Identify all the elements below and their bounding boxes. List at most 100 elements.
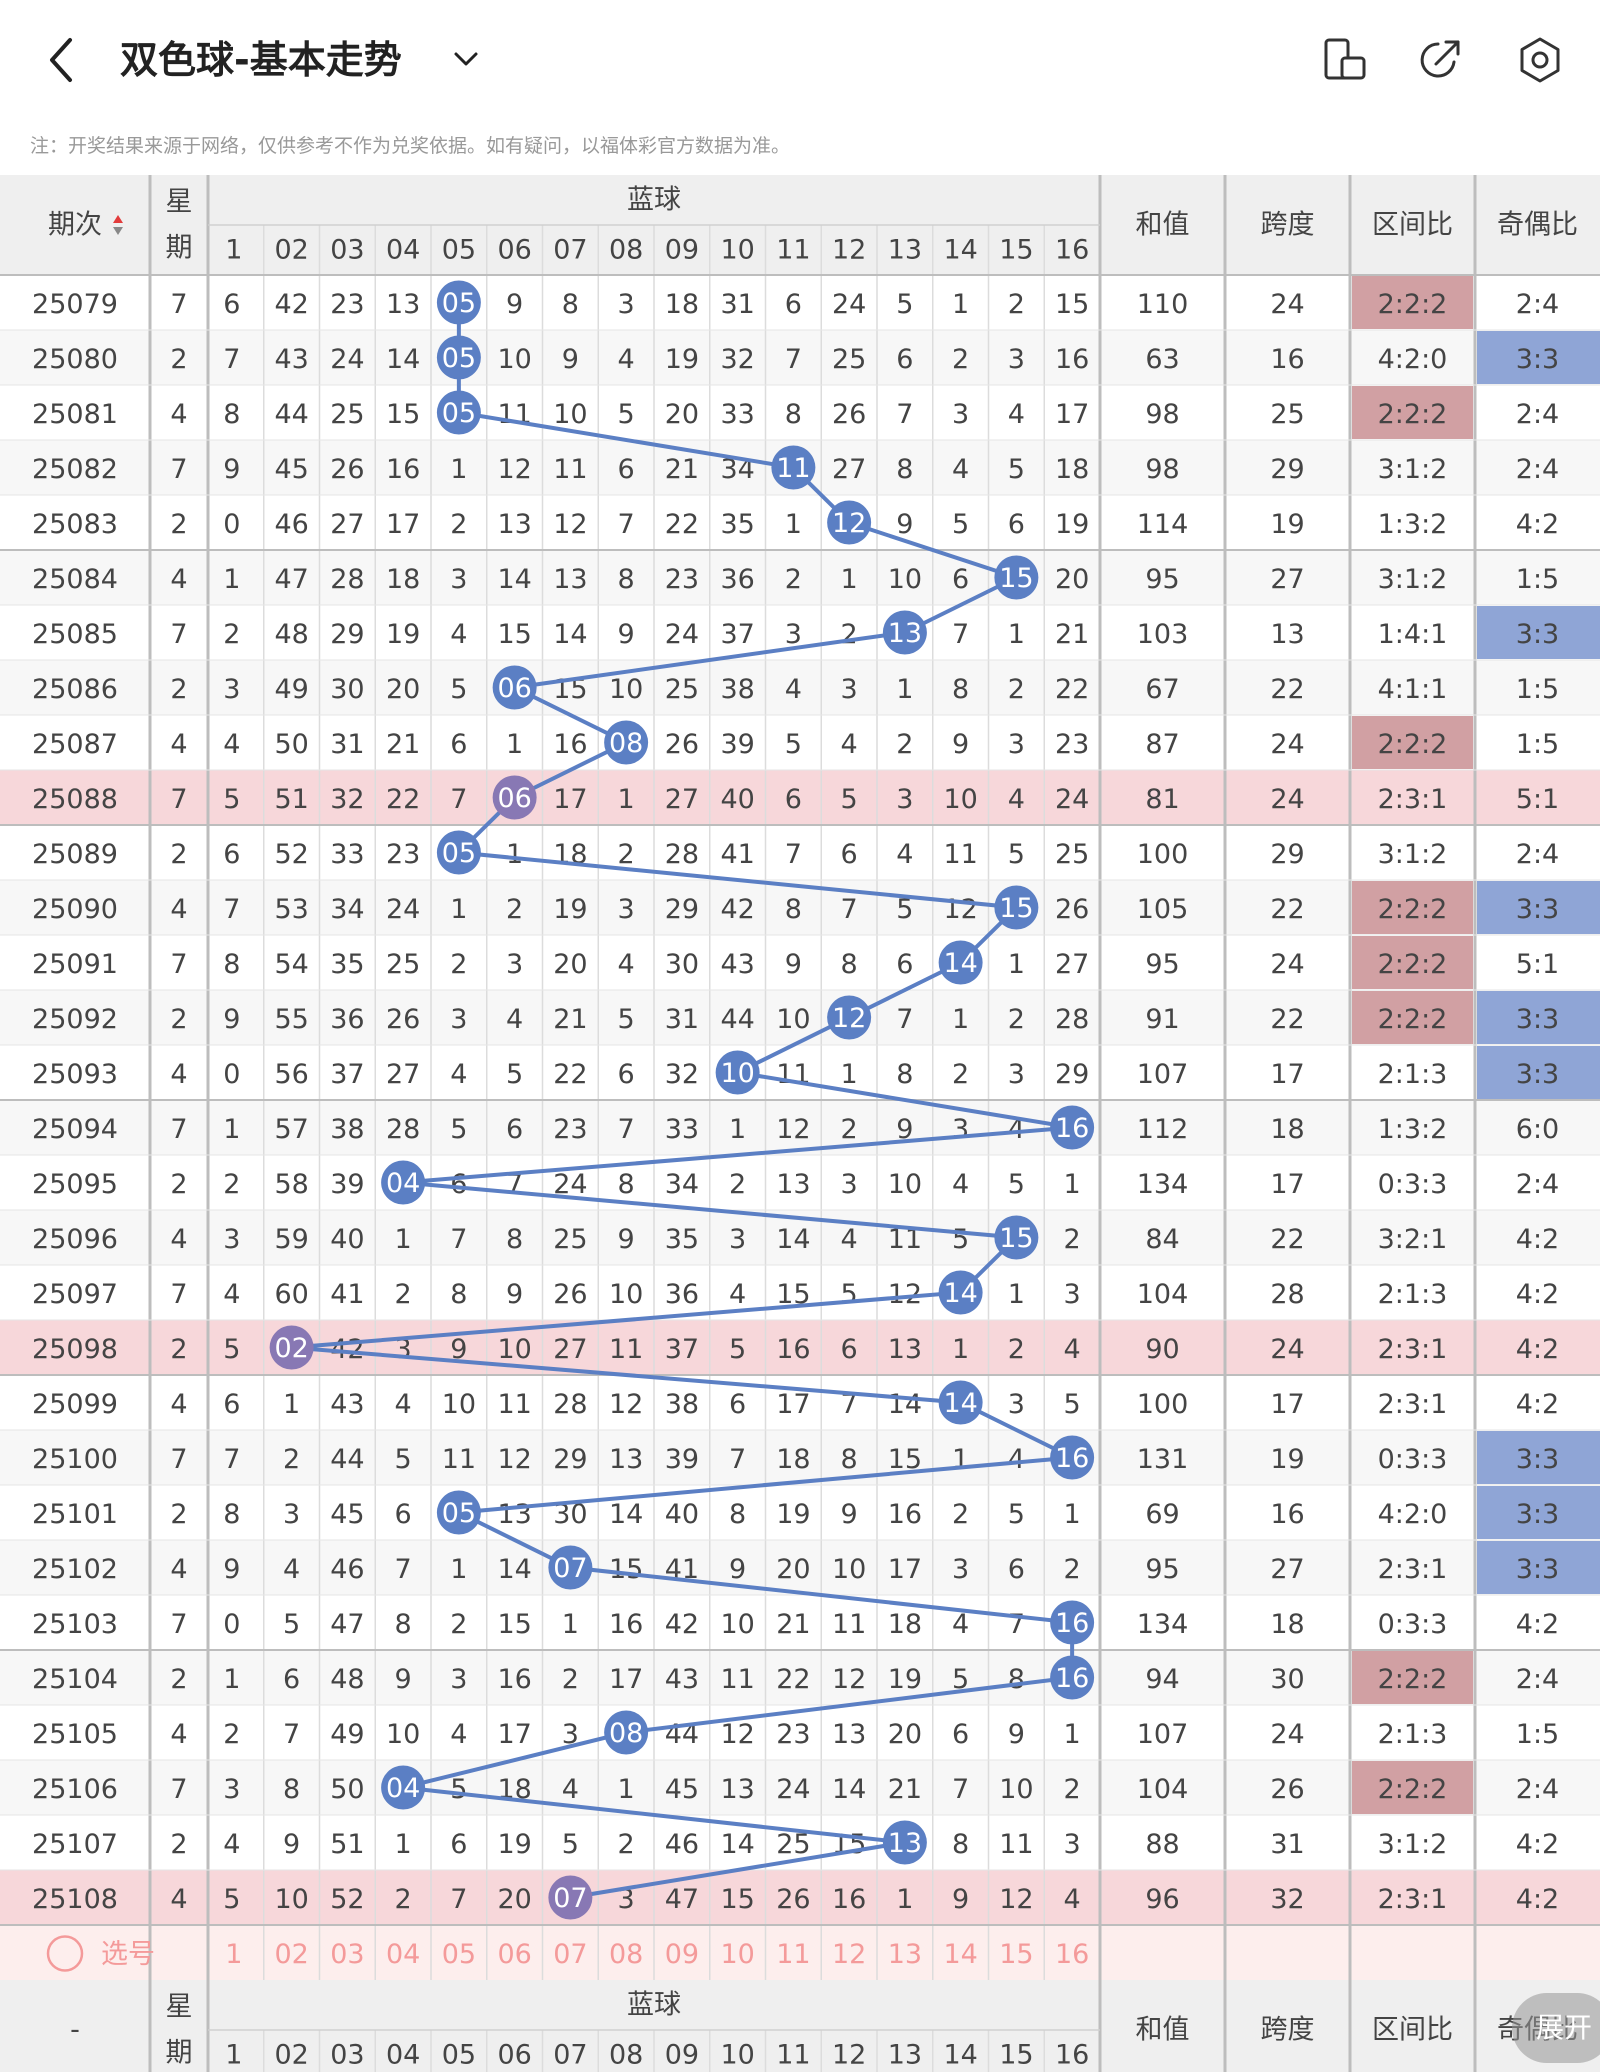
pick-blue-16[interactable]: 16 [1055,1939,1089,1970]
blue-miss-cell: 13 [497,509,531,540]
odd-even-value: 2:4 [1516,454,1559,485]
blue-miss-cell: 2 [618,1829,635,1860]
blue-miss-cell: 3 [506,949,523,980]
blue-miss-cell: 2 [1008,674,1025,705]
blue-miss-cell: 8 [450,1279,467,1310]
blue-miss-cell: 6 [841,1334,858,1365]
period-25088: 25088 [32,784,118,815]
trend-table[interactable]: 期次星期蓝球 1 02 03 04 05 06 07 08 09 10 11 12 13 14 15 16 和值跨… [0,175,1600,2072]
pick-blue-10[interactable]: 10 [720,1939,754,1970]
settings-icon[interactable] [1514,34,1566,86]
share-icon[interactable] [1414,34,1466,86]
table-row-bg [0,1045,1600,1100]
pick-blue-02[interactable]: 02 [274,1939,308,1970]
zone-ratio-value: 2:1:3 [1378,1059,1448,1090]
page-title[interactable]: 双色球-基本走势 [120,38,402,82]
blue-miss-cell: 1 [395,1224,412,1255]
pick-blue-11[interactable]: 11 [776,1939,810,1970]
odd-even-value: 6:0 [1516,1114,1559,1145]
blue-miss-cell: 9 [283,1829,300,1860]
blue-ball-hit: 16 [1050,1435,1095,1480]
pick-label: 选号 [101,1939,155,1970]
pick-blue-06[interactable]: 06 [497,1939,531,1970]
blue-miss-cell: 24 [1055,784,1089,815]
blue-miss-cell: 7 [1008,1609,1025,1640]
blue-miss-cell: 20 [497,1884,531,1915]
blue-ball-hit: 05 [436,335,481,380]
blue-miss-cell: 7 [896,399,913,430]
chevron-down-icon[interactable] [448,40,484,80]
blue-miss-cell: 13 [832,1719,866,1750]
pick-blue-15[interactable]: 15 [999,1939,1033,1970]
blue-miss-cell: 8 [506,1224,523,1255]
blue-miss-cell: 18 [776,1444,810,1475]
pick-blue-05[interactable]: 05 [442,1939,476,1970]
blue-miss-cell: 6 [952,564,969,595]
sum-value: 100 [1137,839,1189,870]
blue-miss-cell: 33 [330,839,364,870]
pick-blue-07[interactable]: 07 [553,1939,587,1970]
blue-miss-cell: 7 [283,1719,300,1750]
zone-ratio-value: 0:3:3 [1378,1609,1448,1640]
blue-miss-cell: 10 [888,1169,922,1200]
blue-miss-cell: 10 [553,399,587,430]
period-25097: 25097 [32,1279,118,1310]
table-row-bg [0,1705,1600,1760]
zone-ratio-value: 2:2:2 [1378,1004,1448,1035]
back-button[interactable] [38,30,88,90]
pick-blue-12[interactable]: 12 [832,1939,866,1970]
week-day: 4 [170,564,187,595]
blue-miss-cell: 39 [330,1169,364,1200]
blue-miss-cell: 10 [386,1719,420,1750]
blue-miss-cell: 8 [395,1609,412,1640]
pick-blue-1[interactable]: 1 [225,1939,242,1970]
header-blue-12: 12 [832,235,866,266]
pick-blue-08[interactable]: 08 [609,1939,643,1970]
phone-rotate-icon[interactable] [1318,34,1370,86]
blue-miss-cell: 35 [720,509,754,540]
period-25089: 25089 [32,839,118,870]
blue-miss-cell: 44 [720,1004,754,1035]
week-day: 2 [170,839,187,870]
pick-blue-04[interactable]: 04 [386,1939,420,1970]
blue-ball-hit: 16 [1050,1105,1095,1150]
blue-miss-cell: 7 [223,894,240,925]
blue-miss-cell: 8 [952,1829,969,1860]
blue-miss-cell: 9 [618,1224,635,1255]
pick-blue-13[interactable]: 13 [888,1939,922,1970]
table-footer-bg [0,1980,1600,2072]
blue-miss-cell: 18 [665,289,699,320]
pick-blue-14[interactable]: 14 [943,1939,977,1970]
blue-miss-cell: 10 [943,784,977,815]
expand-button[interactable]: 展开 [1512,1993,1600,2063]
blue-miss-cell: 2 [1008,1004,1025,1035]
blue-miss-cell: 42 [274,289,308,320]
blue-miss-cell: 9 [506,289,523,320]
sort-icon[interactable] [113,215,123,235]
blue-miss-cell: 17 [609,1664,643,1695]
blue-miss-cell: 13 [386,289,420,320]
zone-ratio-value: 2:3:1 [1378,1884,1448,1915]
blue-miss-cell: 16 [609,1609,643,1640]
blue-miss-cell: 23 [330,289,364,320]
blue-miss-cell: 4 [952,454,969,485]
blue-miss-cell: 1 [450,894,467,925]
header-blue-11: 11 [776,235,810,266]
blue-miss-cell: 15 [720,1884,754,1915]
blue-miss-cell: 38 [720,674,754,705]
pick-number-button[interactable]: 选号 [46,1935,155,1972]
header-sum: 和值 [1136,2015,1190,2046]
blue-miss-cell: 37 [720,619,754,650]
period-25086: 25086 [32,674,118,705]
header-blue-16: 16 [1055,235,1089,266]
week-day: 7 [170,454,187,485]
blue-miss-cell: 15 [386,399,420,430]
blue-miss-cell: 31 [720,289,754,320]
blue-miss-cell: 5 [1008,454,1025,485]
pick-blue-03[interactable]: 03 [330,1939,364,1970]
blue-miss-cell: 26 [1055,894,1089,925]
pick-blue-09[interactable]: 09 [665,1939,699,1970]
blue-miss-cell: 10 [832,1554,866,1585]
blue-ball-hit: 08 [604,720,649,765]
blue-miss-cell: 21 [665,454,699,485]
